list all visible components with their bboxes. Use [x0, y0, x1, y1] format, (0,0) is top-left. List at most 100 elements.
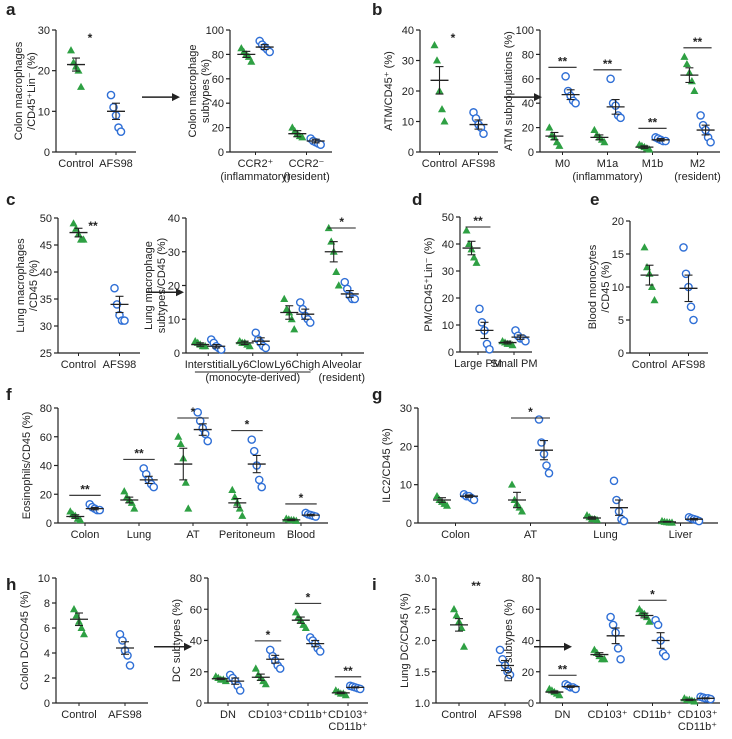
control-point [79, 235, 88, 243]
afs98-point [571, 98, 580, 108]
afs98-point [542, 461, 551, 470]
control-point [440, 117, 449, 125]
control-point [235, 504, 244, 512]
control-point [77, 82, 85, 90]
afs98-point [475, 304, 484, 314]
control-point [76, 515, 85, 524]
panel-f: 0 20 40 60 80 Eosinophils/CD45 (%) f Colon Lung A… [6, 385, 328, 541]
afs98-point [257, 482, 267, 492]
panel-label: d [412, 190, 422, 209]
afs98-point [110, 283, 119, 293]
afs98-point [616, 654, 625, 664]
arrow-head-icon [184, 642, 192, 651]
panel-label: h [6, 575, 16, 594]
y-tick-label: 40 [40, 461, 52, 473]
y-tick-label: 20 [190, 667, 202, 679]
afs98-point [686, 302, 696, 312]
control-point [645, 617, 654, 625]
y-tick-label: 4 [44, 648, 50, 660]
y-axis-label-line: Lung macrophage [143, 241, 155, 330]
y-tick-label: 100 [206, 25, 224, 37]
x-category-label: CD103⁺ [587, 709, 627, 721]
y-axis-label: PM/CD45⁺Lin⁻ (%) [423, 237, 435, 331]
y-axis-label-line: Colon macrophages [13, 41, 25, 140]
x-category-label: Alveolar [322, 359, 362, 371]
panel-e: 0 5 10 15 20 Blood monocytes/CD45 (%) e Control… [587, 190, 708, 371]
x-category-label: Control [422, 158, 457, 170]
y-tick-label: 0 [44, 147, 50, 159]
x-category-label: Peritoneum [219, 529, 275, 541]
y-axis-label: DC subtypes (%) [503, 599, 515, 682]
y-tick-label: 20 [40, 489, 52, 501]
y-tick-label: 5 [618, 315, 624, 327]
afs98-point [203, 436, 213, 446]
y-tick-label: 20 [522, 667, 534, 679]
y-tick-label: 80 [212, 49, 224, 61]
control-point [251, 664, 260, 672]
x-category-label: Colon [441, 529, 470, 541]
significance-mark: * [528, 405, 533, 419]
x-category-sublabel: (resident) [283, 171, 329, 183]
x-category-label: CCR2⁺ [238, 158, 274, 170]
control-point [452, 611, 461, 619]
afs98-point [616, 113, 625, 123]
x-category-label: Control [61, 709, 96, 721]
control-point [221, 676, 230, 685]
significance-mark: ** [88, 219, 98, 233]
control-point [74, 66, 83, 74]
control-point [70, 605, 78, 613]
y-axis-label-line: /CD45⁺Lin⁻ (%) [26, 52, 38, 130]
panel-label: f [6, 385, 12, 404]
y-tick-label: 6 [44, 623, 50, 635]
x-category-label: M1a [597, 158, 619, 170]
significance-mark: * [451, 31, 456, 45]
x-category-label: M1b [642, 158, 663, 170]
x-category-label: DN [220, 709, 236, 721]
significance-mark: * [339, 215, 344, 229]
afs98-point [195, 416, 205, 426]
afs98-point [265, 47, 274, 57]
panel-label: a [6, 0, 16, 19]
significance-mark: ** [473, 214, 483, 228]
x-category-label: Control [632, 359, 667, 371]
afs98-point [261, 343, 271, 353]
y-tick-label: 10 [38, 106, 50, 118]
control-point [287, 315, 296, 323]
control-point [69, 219, 78, 227]
x-category-label: Lung [593, 529, 617, 541]
control-point [228, 485, 237, 493]
y-tick-label: 10 [400, 480, 412, 492]
y-axis-label-line: Colon macrophage [187, 45, 199, 138]
control-point [280, 294, 289, 302]
afs98-point [247, 435, 257, 444]
control-point [555, 690, 564, 699]
significance-mark: ** [558, 54, 568, 68]
x-category-label: Ly6Chigh [274, 359, 320, 371]
y-axis-label-line: Lung macrophages [15, 238, 27, 333]
y-tick-label: 60 [522, 74, 534, 86]
panel-c2: 0 10 20 30 40 Lung macrophagesubtypes/CD45 (%… [143, 213, 365, 384]
panel-a2: 0 20 40 60 80 100 Colon macrophagesubtypes (%)… [187, 25, 332, 183]
afs98-point [249, 446, 259, 456]
y-tick-label: 60 [212, 74, 224, 86]
control-point [462, 226, 471, 234]
panel-label: g [372, 385, 382, 404]
x-category-label: CCR2⁻ [289, 158, 325, 170]
afs98-point [120, 316, 129, 325]
y-axis-label: Colon DC/CD45 (%) [19, 591, 31, 690]
y-axis-label: Colon macrophages/CD45⁺Lin⁻ (%) [13, 41, 38, 140]
afs98-point [479, 129, 488, 138]
y-tick-label: 0 [174, 348, 180, 360]
significance-mark: * [650, 587, 655, 601]
afs98-point [216, 345, 226, 354]
afs98-point [608, 620, 618, 630]
control-point [450, 605, 458, 613]
x-category-label: AFS98 [103, 359, 137, 371]
afs98-point [696, 111, 705, 120]
y-tick-label: 80 [40, 403, 52, 415]
control-point [298, 133, 307, 141]
